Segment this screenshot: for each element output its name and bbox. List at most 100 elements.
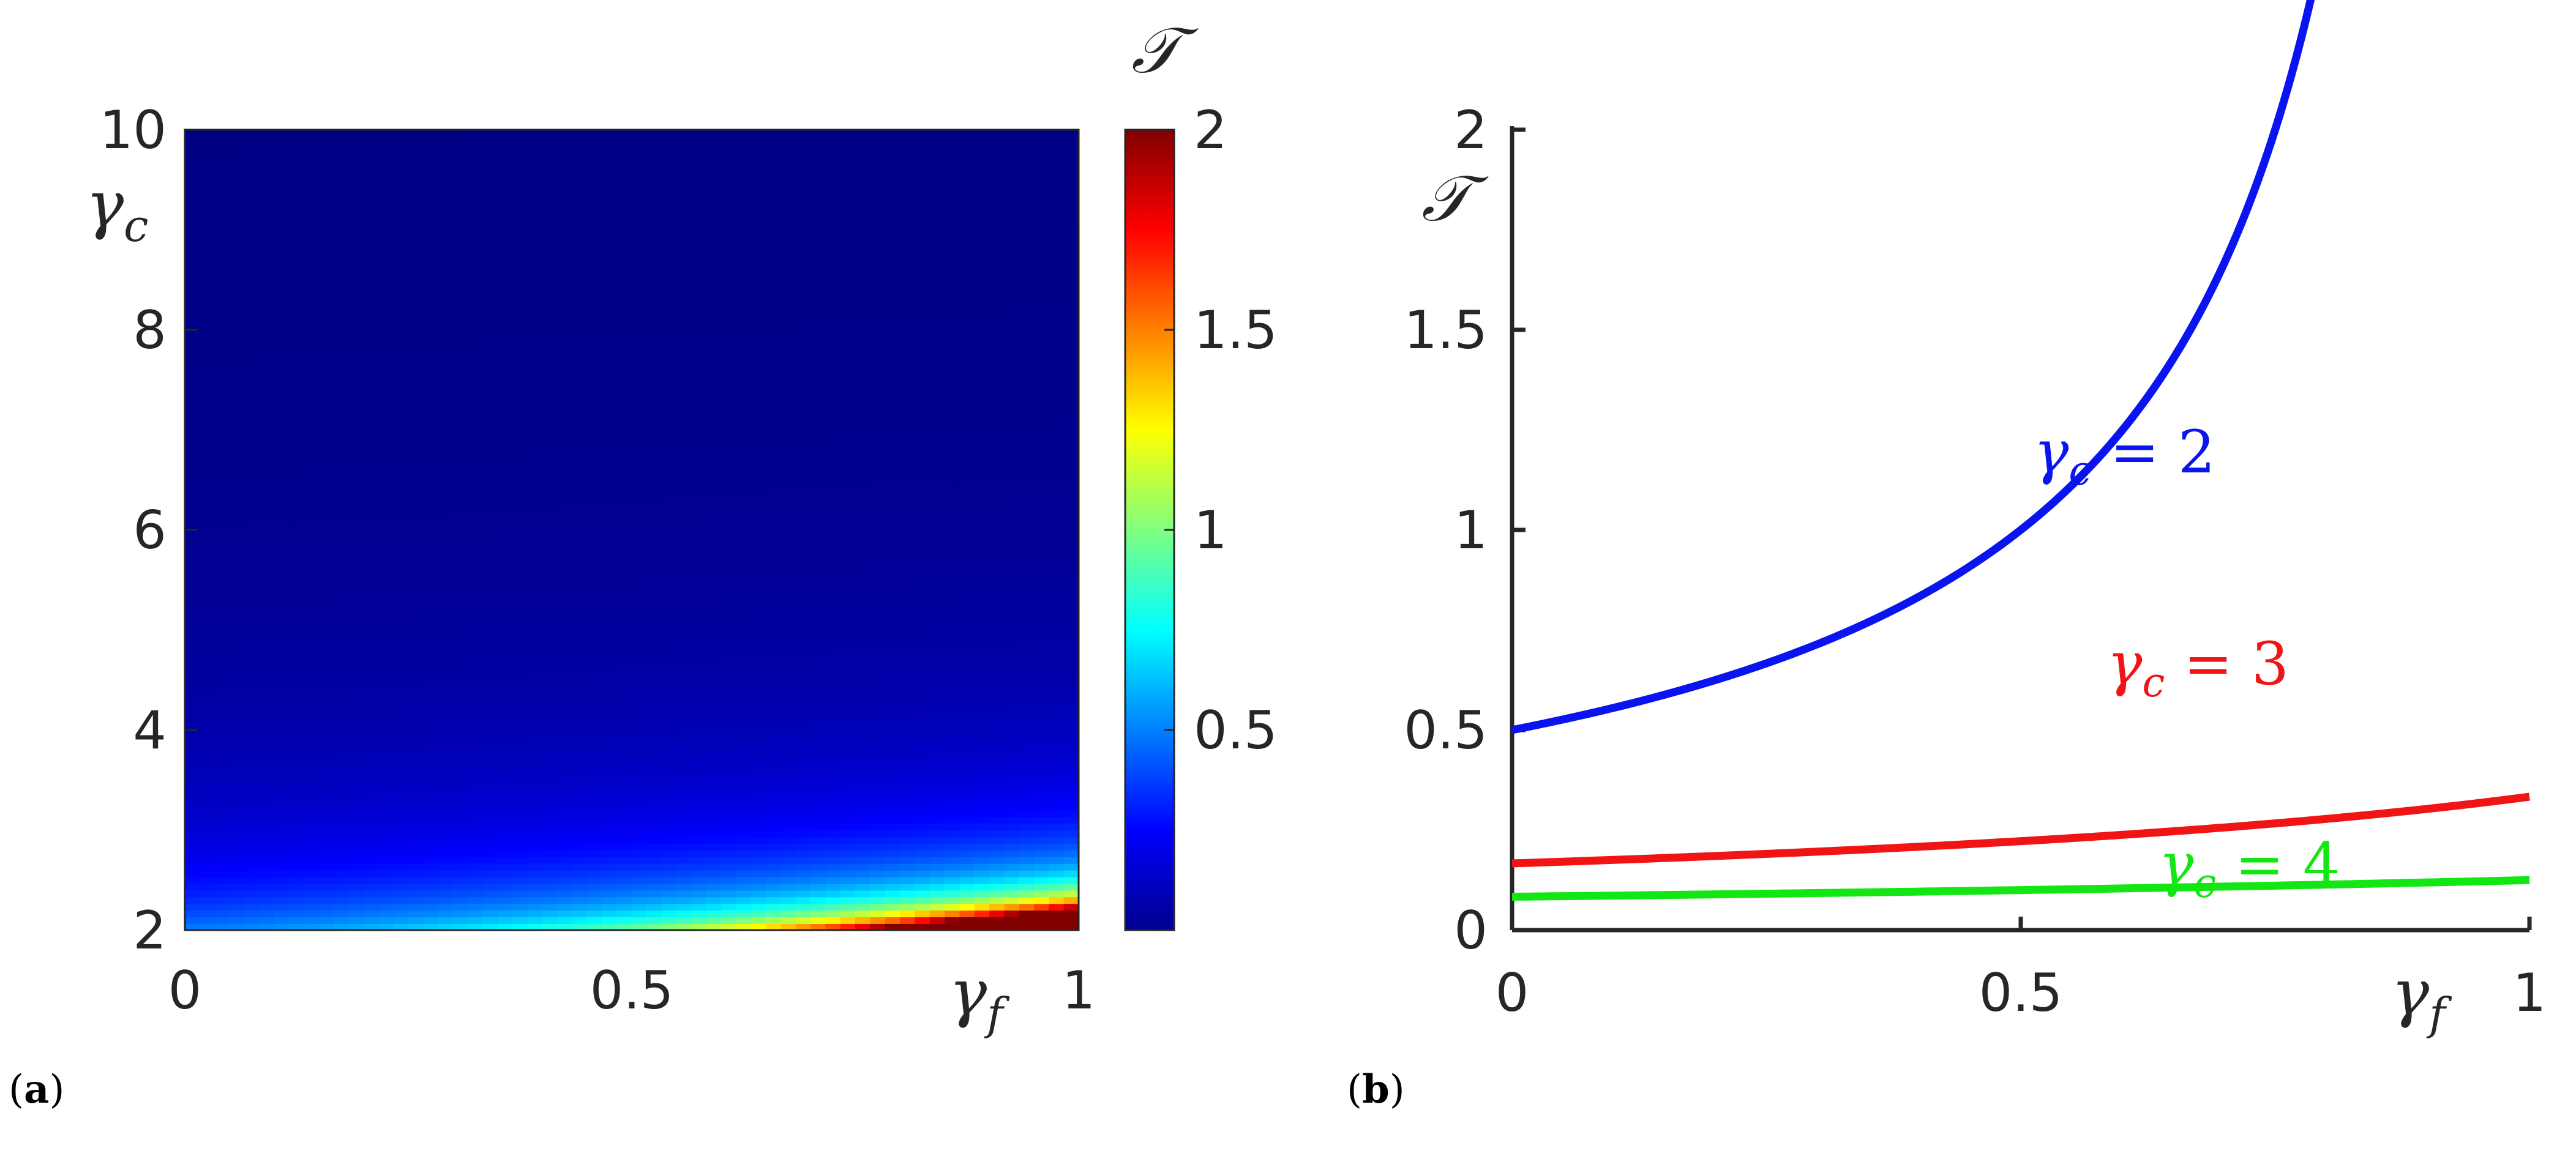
heatmap-cell xyxy=(214,836,230,844)
heatmap-cell xyxy=(602,710,618,717)
heatmap-cell xyxy=(304,756,320,764)
heatmap-cell xyxy=(527,783,543,791)
heatmap-cell xyxy=(393,536,409,544)
heatmap-cell xyxy=(557,650,573,657)
heatmap-cell xyxy=(1034,783,1050,791)
heatmap-cell xyxy=(1063,696,1079,704)
heatmap-cell xyxy=(319,416,335,424)
heatmap-cell xyxy=(959,570,975,578)
heatmap-cell xyxy=(736,823,752,831)
heatmap-cell xyxy=(438,463,454,471)
heatmap-cell xyxy=(378,430,394,438)
heatmap-cell xyxy=(646,903,662,911)
heatmap-cell xyxy=(616,756,632,764)
heatmap-cell xyxy=(364,756,380,764)
heatmap-cell xyxy=(259,636,275,644)
heatmap-cell xyxy=(781,797,796,804)
heatmap-cell xyxy=(616,650,632,657)
heatmap-cell xyxy=(602,743,618,751)
heatmap-cell xyxy=(289,543,305,551)
heatmap-cell xyxy=(423,530,439,537)
heatmap-cell xyxy=(706,723,722,731)
heatmap-cell xyxy=(855,576,871,584)
heatmap-cell xyxy=(468,583,484,590)
heatmap-cell xyxy=(572,476,588,484)
heatmap-cell xyxy=(616,450,632,457)
heatmap-cell xyxy=(691,583,707,590)
heatmap-cell xyxy=(527,683,543,691)
heatmap-cell xyxy=(259,403,275,411)
heatmap-cell xyxy=(334,730,350,737)
heatmap-cell xyxy=(885,549,900,557)
heatmap-cell xyxy=(453,710,469,717)
heatmap-cell xyxy=(259,750,275,758)
heatmap-cell xyxy=(304,376,320,384)
heatmap-cell xyxy=(334,403,350,411)
heatmap-cell xyxy=(721,843,737,851)
heatmap-cell xyxy=(453,549,469,557)
heatmap-cell xyxy=(438,717,454,724)
heatmap-cell xyxy=(468,763,484,771)
heatmap-cell xyxy=(364,510,380,517)
heatmap-cell xyxy=(230,669,245,677)
heatmap-cell xyxy=(929,376,945,384)
heatmap-cell xyxy=(274,736,290,744)
heatmap-cell xyxy=(736,483,752,491)
heatmap-cell xyxy=(825,863,841,871)
heatmap-cell xyxy=(348,456,364,464)
heatmap-cell xyxy=(929,496,945,504)
heatmap-cell xyxy=(438,823,454,831)
heatmap-cell xyxy=(319,650,335,657)
heatmap-cell xyxy=(1019,643,1035,650)
heatmap-cell xyxy=(200,603,215,611)
heatmap-cell xyxy=(959,777,975,784)
heatmap-cell xyxy=(1034,810,1050,818)
heatmap-cell xyxy=(185,423,201,431)
heatmap-cell xyxy=(482,409,498,417)
heatmap-cell xyxy=(1049,430,1065,438)
heatmap-cell xyxy=(438,650,454,657)
heatmap-cell xyxy=(438,676,454,684)
heatmap-cell xyxy=(348,430,364,438)
heatmap-cell xyxy=(616,603,632,611)
heatmap-cell xyxy=(527,836,543,844)
heatmap-cell xyxy=(900,810,916,818)
heatmap-cell xyxy=(1049,476,1065,484)
heatmap-cell xyxy=(1019,456,1035,464)
heatmap-cell xyxy=(1063,390,1079,397)
heatmap-cell xyxy=(334,863,350,871)
heatmap-cell xyxy=(706,416,722,424)
heatmap-cell xyxy=(482,390,498,397)
heatmap-cell xyxy=(1004,917,1020,924)
heatmap-cell xyxy=(736,416,752,424)
heatmap-cell xyxy=(498,469,514,477)
heatmap-cell xyxy=(825,490,841,497)
heatmap-cell xyxy=(929,543,945,551)
heatmap-cell xyxy=(781,843,796,851)
heatmap-cell xyxy=(200,876,215,884)
heatmap-cell xyxy=(512,890,528,898)
heatmap-cell xyxy=(364,763,380,771)
heatmap-cell xyxy=(557,443,573,450)
heatmap-cell xyxy=(1004,870,1020,877)
heatmap-cell xyxy=(304,770,320,778)
heatmap-cell xyxy=(423,883,439,891)
heatmap-cell xyxy=(766,836,782,844)
heatmap-cell xyxy=(304,810,320,818)
heatmap-cell xyxy=(438,850,454,857)
heatmap-cell xyxy=(527,763,543,771)
heatmap-cell xyxy=(661,723,677,731)
heatmap-cell xyxy=(929,623,945,631)
heatmap-cell xyxy=(736,803,752,811)
heatmap-cell xyxy=(1063,523,1079,531)
heatmap-cell xyxy=(795,490,811,497)
heatmap-cell xyxy=(646,703,662,711)
heatmap-cell xyxy=(602,583,618,590)
heatmap-cell xyxy=(214,810,230,818)
heatmap-cell xyxy=(348,403,364,411)
heatmap-cell xyxy=(230,423,245,431)
heatmap-cell xyxy=(572,597,588,604)
heatmap-cell xyxy=(811,590,826,597)
heatmap-cell xyxy=(1019,590,1035,597)
heatmap-cell xyxy=(602,863,618,871)
